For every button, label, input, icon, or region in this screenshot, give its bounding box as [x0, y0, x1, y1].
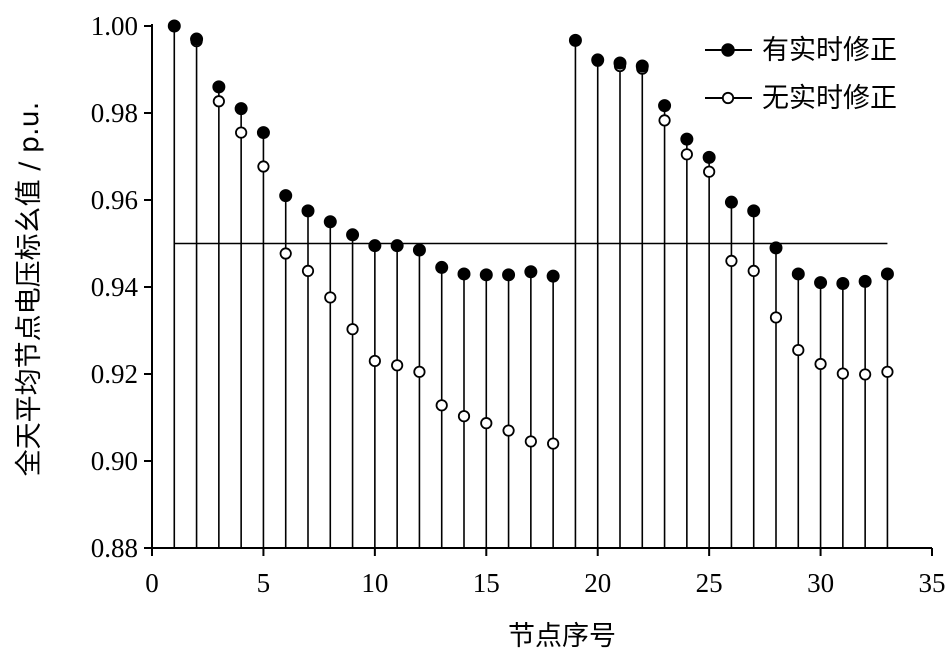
marker-uncorrected	[859, 368, 872, 381]
marker-uncorrected	[257, 160, 270, 173]
marker-uncorrected	[502, 424, 515, 437]
x-tick-label: 15	[473, 568, 500, 598]
marker-uncorrected	[658, 114, 671, 127]
marker-uncorrected	[881, 365, 894, 378]
x-tick-label: 10	[361, 568, 388, 598]
marker-corrected	[524, 265, 538, 279]
y-tick-label: 1.00	[91, 11, 138, 41]
legend-label-corrected: 有实时修正	[762, 35, 897, 66]
marker-corrected	[769, 241, 783, 255]
marker-uncorrected	[680, 148, 693, 161]
x-tick-label: 25	[696, 568, 723, 598]
x-tick-label: 20	[584, 568, 611, 598]
marker-uncorrected	[836, 367, 849, 380]
marker-corrected	[323, 215, 337, 229]
y-tick-label: 0.88	[91, 533, 138, 563]
marker-corrected	[747, 204, 761, 218]
y-tick-label: 0.96	[91, 185, 138, 215]
legend-marker-filled	[721, 43, 735, 57]
legend-item-uncorrected: 无实时修正	[705, 83, 897, 114]
marker-uncorrected	[301, 264, 315, 278]
y-tick-label: 0.92	[91, 359, 138, 389]
x-axis-title: 节点序号	[508, 621, 616, 652]
marker-corrected	[435, 260, 449, 274]
legend-label-uncorrected: 无实时修正	[762, 83, 897, 114]
marker-uncorrected	[814, 357, 827, 371]
marker-corrected	[301, 204, 315, 218]
marker-uncorrected	[769, 311, 783, 324]
y-tick-label: 0.98	[91, 98, 138, 128]
marker-corrected	[880, 267, 894, 281]
marker-corrected	[546, 269, 560, 283]
legend-marker-open	[721, 91, 735, 105]
markers-group	[167, 19, 894, 450]
marker-uncorrected	[212, 95, 225, 108]
x-ticks-group: 0 5 10 15 20 25 30 35	[145, 548, 946, 598]
y-axis-title: 全天平均节点电压标幺值 / p.u.	[14, 102, 45, 477]
marker-corrected	[167, 19, 181, 33]
x-tick-label: 35	[919, 568, 946, 598]
marker-corrected	[412, 243, 426, 257]
marker-corrected	[814, 276, 828, 290]
marker-corrected	[680, 132, 694, 146]
marker-corrected	[724, 195, 738, 209]
marker-uncorrected	[435, 399, 448, 412]
marker-corrected	[390, 239, 404, 253]
legend-item-corrected: 有实时修正	[705, 35, 897, 66]
marker-corrected	[613, 56, 627, 70]
x-tick-label: 5	[257, 568, 271, 598]
y-tick-label: 0.94	[91, 272, 139, 302]
marker-corrected	[502, 268, 516, 282]
marker-uncorrected	[725, 254, 738, 267]
marker-uncorrected	[747, 264, 760, 278]
marker-uncorrected	[547, 437, 560, 450]
marker-corrected	[568, 33, 582, 47]
marker-uncorrected	[524, 435, 537, 448]
y-ticks-group: 0.88 0.90 0.92 0.94 0.96 0.98 1.00	[91, 11, 152, 563]
x-tick-label: 0	[145, 568, 159, 598]
marker-corrected	[791, 267, 805, 281]
marker-corrected	[256, 126, 270, 140]
marker-uncorrected	[413, 365, 426, 378]
x-tick-label: 30	[807, 568, 834, 598]
marker-corrected	[836, 277, 850, 291]
marker-corrected	[368, 239, 382, 253]
marker-uncorrected	[346, 323, 359, 336]
marker-uncorrected	[457, 410, 471, 423]
marker-uncorrected	[792, 343, 805, 357]
marker-uncorrected	[324, 291, 337, 304]
marker-uncorrected	[235, 126, 248, 139]
marker-corrected	[635, 59, 649, 73]
y-tick-label: 0.90	[91, 446, 138, 476]
marker-uncorrected	[368, 354, 381, 368]
marker-uncorrected	[279, 247, 292, 260]
marker-uncorrected	[391, 359, 404, 372]
marker-corrected	[591, 53, 605, 67]
marker-corrected	[234, 102, 248, 116]
marker-corrected	[658, 99, 672, 113]
marker-corrected	[190, 32, 204, 46]
marker-corrected	[457, 267, 471, 281]
marker-corrected	[346, 228, 360, 242]
marker-uncorrected	[703, 165, 716, 178]
marker-corrected	[279, 189, 293, 203]
legend: 有实时修正 无实时修正	[705, 35, 897, 114]
marker-corrected	[479, 268, 493, 282]
marker-uncorrected	[480, 417, 493, 430]
marker-corrected	[702, 150, 716, 164]
marker-corrected	[212, 80, 226, 94]
marker-corrected	[858, 274, 872, 288]
